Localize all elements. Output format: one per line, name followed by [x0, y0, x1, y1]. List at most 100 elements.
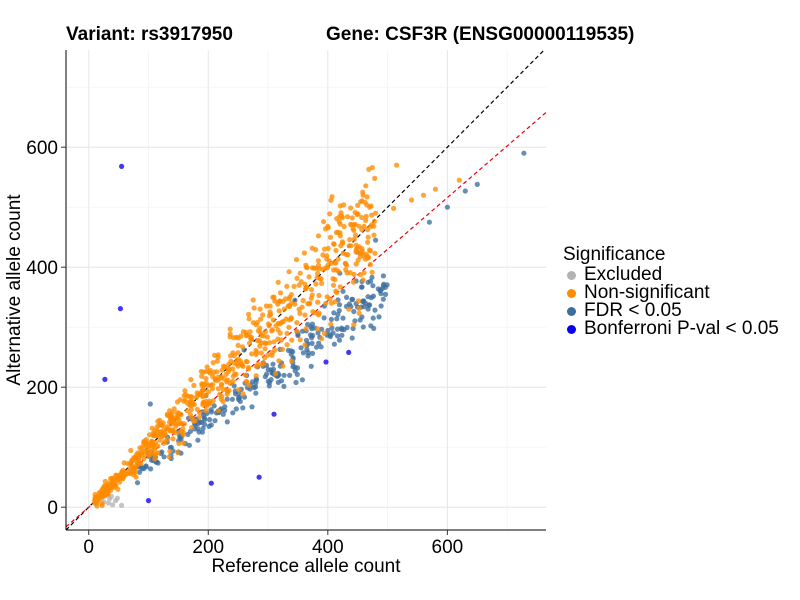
legend: Significance Excluded Non-significant FD…	[563, 245, 779, 340]
legend-item-bonferroni: Bonferroni P-val < 0.05	[563, 318, 779, 339]
point-fdr-0-05	[370, 283, 376, 289]
point-fdr-0-05	[365, 279, 371, 285]
point-non-significant	[221, 376, 227, 382]
point-non-significant	[306, 274, 312, 280]
point-fdr-0-05	[331, 310, 337, 316]
point-non-significant	[266, 313, 272, 319]
point-fdr-0-05	[375, 286, 381, 292]
point-non-significant	[210, 398, 216, 404]
point-non-significant	[420, 192, 427, 198]
point-non-significant	[284, 330, 290, 336]
x-tick-label: 600	[432, 537, 464, 558]
point-fdr-0-05	[325, 327, 331, 334]
point-non-significant	[189, 424, 195, 431]
point-fdr-0-05	[321, 315, 327, 321]
point-non-significant	[297, 270, 303, 276]
point-non-significant	[227, 331, 233, 337]
point-fdr-0-05	[237, 398, 243, 404]
point-non-significant	[294, 275, 300, 281]
point-non-significant	[143, 443, 149, 449]
point-non-significant	[363, 183, 369, 189]
point-non-significant	[109, 481, 115, 487]
point-non-significant	[257, 325, 263, 331]
point-non-significant	[289, 358, 295, 364]
point-non-significant	[335, 256, 341, 262]
point-non-significant	[271, 339, 277, 345]
legend-key-non-significant	[567, 288, 576, 298]
point-non-significant	[177, 397, 183, 403]
point-non-significant	[269, 352, 275, 358]
point-non-significant	[94, 503, 100, 509]
point-non-significant	[184, 400, 190, 406]
point-non-significant	[353, 261, 359, 267]
point-fdr-0-05	[293, 379, 299, 386]
point-non-significant	[251, 305, 257, 311]
point-fdr-0-05	[316, 340, 322, 346]
point-non-significant	[250, 320, 256, 326]
point-non-significant	[149, 439, 155, 445]
point-non-significant	[292, 301, 298, 307]
point-non-significant	[239, 362, 245, 368]
point-non-significant	[343, 251, 349, 257]
point-non-significant	[240, 329, 246, 335]
point-non-significant	[250, 297, 256, 303]
point-excluded	[119, 502, 125, 508]
point-non-significant	[92, 491, 98, 498]
point-non-significant	[351, 322, 357, 328]
legend-key-bonferroni	[567, 324, 576, 334]
point-fdr-0-05	[378, 303, 384, 309]
point-non-significant	[246, 311, 252, 317]
point-non-significant	[191, 401, 197, 408]
data-points	[92, 150, 527, 509]
point-non-significant	[171, 406, 177, 412]
point-fdr-0-05	[262, 374, 268, 380]
point-non-significant	[302, 342, 308, 348]
point-fdr-0-05	[426, 219, 432, 225]
point-fdr-0-05	[351, 308, 357, 315]
point-non-significant	[260, 312, 266, 318]
point-fdr-0-05	[134, 480, 141, 486]
point-fdr-0-05	[290, 349, 296, 355]
point-non-significant	[287, 294, 293, 300]
point-non-significant	[333, 229, 339, 236]
point-non-significant	[243, 372, 249, 378]
point-fdr-0-05	[373, 237, 379, 243]
point-non-significant	[356, 223, 362, 229]
grid	[66, 50, 546, 530]
point-excluded	[114, 495, 120, 501]
point-non-significant	[246, 340, 253, 346]
point-non-significant	[296, 282, 302, 288]
point-fdr-0-05	[331, 341, 337, 347]
point-non-significant	[196, 409, 203, 416]
gene-title: Gene: CSF3R (ENSG00000119535)	[326, 24, 635, 45]
point-non-significant	[371, 232, 377, 238]
point-non-significant	[170, 436, 176, 442]
point-non-significant	[315, 270, 321, 277]
point-bonferroni-p-val-0-05	[117, 306, 123, 312]
point-non-significant	[323, 300, 329, 306]
point-fdr-0-05	[231, 383, 237, 389]
point-non-significant	[154, 432, 160, 438]
point-fdr-0-05	[148, 466, 154, 472]
point-non-significant	[180, 440, 187, 446]
point-non-significant	[179, 420, 185, 426]
point-fdr-0-05	[361, 304, 367, 310]
point-non-significant	[182, 388, 188, 394]
point-non-significant	[189, 394, 195, 400]
point-non-significant	[92, 498, 98, 504]
point-non-significant	[341, 202, 347, 208]
legend-label-fdr: FDR < 0.05	[584, 300, 682, 321]
point-fdr-0-05	[224, 396, 230, 402]
point-non-significant	[223, 371, 229, 377]
point-non-significant	[321, 219, 327, 225]
point-fdr-0-05	[201, 421, 208, 427]
point-non-significant	[271, 294, 277, 300]
point-fdr-0-05	[368, 295, 374, 301]
point-fdr-0-05	[299, 377, 305, 383]
point-non-significant	[364, 194, 370, 200]
point-non-significant	[330, 282, 337, 288]
point-fdr-0-05	[305, 321, 311, 328]
x-tick-label: 400	[312, 537, 344, 558]
point-non-significant	[359, 214, 365, 221]
point-non-significant	[232, 371, 238, 377]
